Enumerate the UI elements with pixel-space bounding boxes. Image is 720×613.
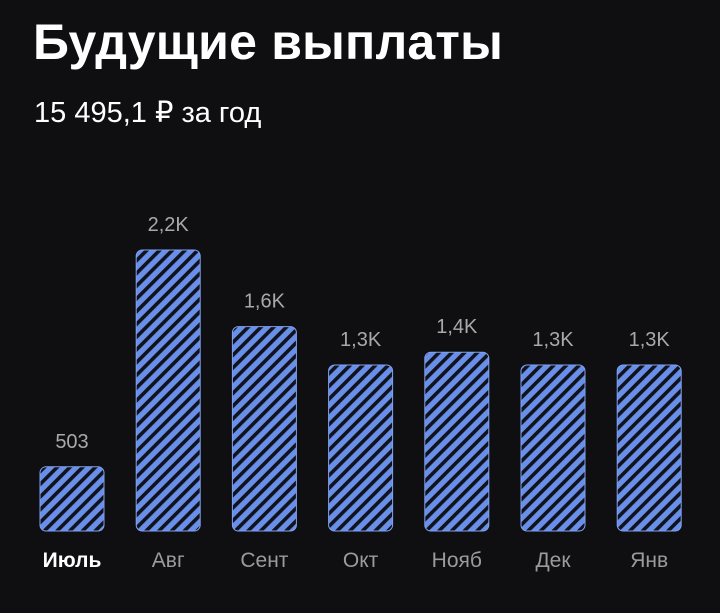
bar-value-label: 1,6K <box>244 291 286 313</box>
bars-layer: 503 Июль 2,2K Авг 1,6K Сент 1,3K Окт 1,4K Нояб 1,3… <box>39 214 682 572</box>
page-title: Будущие выплаты <box>33 14 504 70</box>
bar-value-label: 1,3K <box>532 329 574 351</box>
month-label[interactable]: Июль <box>43 549 102 572</box>
month-label[interactable]: Нояб <box>432 549 482 572</box>
bar-value-label: 2,2K <box>148 214 190 236</box>
bar-value-label: 1,4K <box>436 316 478 338</box>
month-label[interactable]: Дек <box>535 549 571 572</box>
month-label[interactable]: Янв <box>630 549 668 572</box>
bar-Дек[interactable] <box>520 364 586 532</box>
bar-value-label: 1,3K <box>629 329 671 351</box>
bar-Авг[interactable] <box>135 249 201 532</box>
bar-Окт[interactable] <box>328 364 394 532</box>
bar-Нояб[interactable] <box>424 351 490 532</box>
month-label[interactable]: Окт <box>343 549 379 572</box>
bar-Июль[interactable] <box>39 466 105 532</box>
bar-Янв[interactable] <box>616 364 682 532</box>
month-label[interactable]: Сент <box>240 549 288 572</box>
annual-total: 15 495,1 ₽ за год <box>34 97 262 129</box>
bar-value-label: 1,3K <box>340 329 382 351</box>
month-label[interactable]: Авг <box>152 549 185 572</box>
bar-Сент[interactable] <box>231 326 297 532</box>
bar-value-label: 503 <box>55 431 88 453</box>
